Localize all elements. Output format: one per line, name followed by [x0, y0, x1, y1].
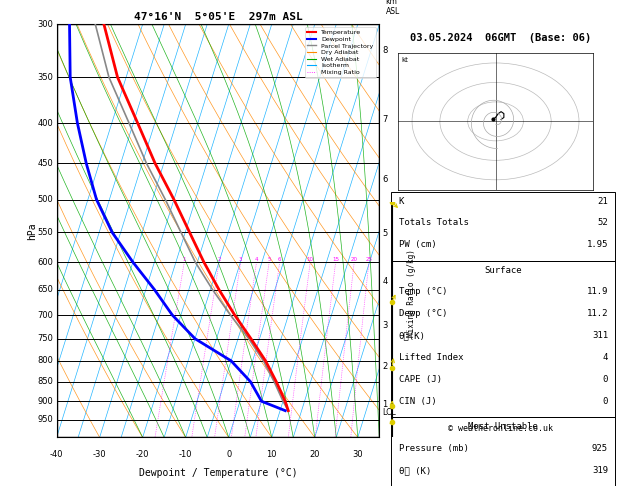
Text: 3: 3 — [239, 257, 242, 262]
Text: 4: 4 — [382, 277, 387, 286]
Text: Lifted Index: Lifted Index — [399, 353, 464, 362]
Text: K: K — [399, 196, 404, 206]
Text: 850: 850 — [38, 377, 53, 386]
Text: 1: 1 — [182, 257, 186, 262]
Text: 3: 3 — [382, 321, 388, 330]
Text: 400: 400 — [38, 119, 53, 127]
Text: 15: 15 — [332, 257, 339, 262]
Text: Mixing Ratio (g/kg): Mixing Ratio (g/kg) — [407, 249, 416, 337]
Text: 950: 950 — [38, 416, 53, 424]
Text: kt: kt — [401, 57, 408, 63]
Text: 6: 6 — [278, 257, 281, 262]
Text: 700: 700 — [38, 311, 53, 319]
Text: 319: 319 — [592, 466, 608, 475]
Text: 900: 900 — [38, 397, 53, 406]
Text: 20: 20 — [351, 257, 358, 262]
Text: 5: 5 — [382, 229, 387, 238]
Text: Totals Totals: Totals Totals — [399, 219, 469, 227]
Text: 311: 311 — [592, 331, 608, 340]
Text: © weatheronline.co.uk: © weatheronline.co.uk — [448, 424, 554, 434]
Text: 1.95: 1.95 — [587, 241, 608, 249]
Text: 4: 4 — [603, 353, 608, 362]
Text: 30: 30 — [352, 450, 363, 459]
Text: 0: 0 — [603, 375, 608, 384]
Text: km
ASL: km ASL — [386, 0, 400, 16]
Text: 21: 21 — [598, 196, 608, 206]
Text: 03.05.2024  06GMT  (Base: 06): 03.05.2024 06GMT (Base: 06) — [410, 33, 592, 43]
Text: 2: 2 — [218, 257, 221, 262]
Text: 925: 925 — [592, 444, 608, 453]
Text: 800: 800 — [38, 356, 53, 365]
Text: CAPE (J): CAPE (J) — [399, 375, 442, 384]
Bar — [391, 417, 615, 486]
Text: 11.9: 11.9 — [587, 287, 608, 296]
Text: 10: 10 — [307, 257, 314, 262]
Text: 1: 1 — [382, 400, 387, 409]
Text: -10: -10 — [179, 450, 192, 459]
Text: CIN (J): CIN (J) — [399, 397, 437, 406]
Text: 600: 600 — [38, 258, 53, 267]
Text: Dewp (°C): Dewp (°C) — [399, 310, 447, 318]
Text: Most Unstable: Most Unstable — [469, 422, 538, 431]
Text: θᴇ (K): θᴇ (K) — [399, 466, 431, 475]
Text: 52: 52 — [598, 219, 608, 227]
Bar — [391, 260, 615, 417]
Text: -20: -20 — [136, 450, 150, 459]
Text: LCL: LCL — [382, 408, 396, 417]
Text: Dewpoint / Temperature (°C): Dewpoint / Temperature (°C) — [138, 469, 298, 478]
Text: 11.2: 11.2 — [587, 310, 608, 318]
Text: 350: 350 — [38, 73, 53, 82]
Text: θᴇ(K): θᴇ(K) — [399, 331, 426, 340]
Text: -30: -30 — [93, 450, 106, 459]
Text: 550: 550 — [38, 228, 53, 237]
Text: 6: 6 — [382, 175, 388, 184]
Text: 5: 5 — [267, 257, 271, 262]
Text: PW (cm): PW (cm) — [399, 241, 437, 249]
Text: Temp (°C): Temp (°C) — [399, 287, 447, 296]
Text: 25: 25 — [365, 257, 372, 262]
Text: 450: 450 — [38, 159, 53, 168]
Text: Surface: Surface — [484, 265, 522, 275]
Text: Pressure (mb): Pressure (mb) — [399, 444, 469, 453]
Legend: Temperature, Dewpoint, Parcel Trajectory, Dry Adiabat, Wet Adiabat, Isotherm, Mi: Temperature, Dewpoint, Parcel Trajectory… — [304, 27, 376, 78]
Text: 750: 750 — [38, 334, 53, 343]
Text: 2: 2 — [382, 362, 387, 371]
Text: 0: 0 — [226, 450, 231, 459]
Text: 300: 300 — [38, 20, 53, 29]
Text: 10: 10 — [267, 450, 277, 459]
Text: 0: 0 — [603, 397, 608, 406]
Text: hPa: hPa — [28, 222, 37, 240]
Title: 47°16'N  5°05'E  297m ASL: 47°16'N 5°05'E 297m ASL — [133, 12, 303, 22]
Text: -40: -40 — [50, 450, 64, 459]
Text: 500: 500 — [38, 195, 53, 204]
Text: 650: 650 — [38, 285, 53, 294]
Text: 8: 8 — [382, 46, 388, 55]
Text: 7: 7 — [382, 115, 388, 124]
Bar — [391, 191, 615, 260]
Text: 20: 20 — [309, 450, 320, 459]
Text: 4: 4 — [255, 257, 259, 262]
